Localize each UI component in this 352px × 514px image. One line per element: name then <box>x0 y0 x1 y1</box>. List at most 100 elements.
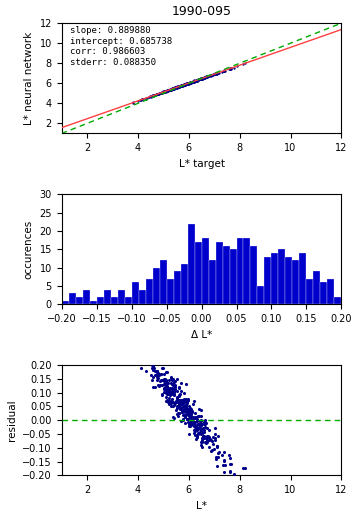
Point <box>201 74 207 82</box>
Point <box>149 376 155 384</box>
Point <box>185 408 190 416</box>
Point <box>199 421 204 429</box>
Point <box>171 84 176 92</box>
Point <box>181 395 187 403</box>
Point <box>170 84 175 93</box>
Point <box>170 85 176 93</box>
Point <box>198 74 203 82</box>
Point <box>180 81 185 89</box>
Point <box>195 76 201 84</box>
Point <box>188 415 194 423</box>
Point <box>204 424 210 432</box>
Point <box>199 427 204 435</box>
Point <box>209 71 215 79</box>
Point <box>210 70 216 79</box>
Point <box>191 421 196 430</box>
Point <box>165 390 171 398</box>
Point <box>183 80 189 88</box>
Point <box>182 80 188 88</box>
Point <box>186 79 192 87</box>
Point <box>164 396 170 405</box>
Point <box>175 410 180 418</box>
Point <box>182 406 188 414</box>
Point <box>168 85 174 93</box>
Point <box>166 86 171 94</box>
Bar <box>208 260 215 304</box>
Point <box>199 75 205 83</box>
Point <box>163 397 169 406</box>
Point <box>214 69 220 77</box>
Point <box>205 432 210 440</box>
Point <box>199 420 205 428</box>
Point <box>161 87 166 96</box>
Point <box>169 85 174 94</box>
Point <box>194 431 200 439</box>
Point <box>201 432 206 440</box>
Point <box>196 420 201 428</box>
Point <box>155 90 161 98</box>
Point <box>171 387 176 395</box>
Point <box>175 83 180 91</box>
Point <box>171 391 177 399</box>
Point <box>164 390 170 398</box>
Point <box>174 402 180 410</box>
Bar <box>258 286 264 304</box>
Point <box>183 80 189 88</box>
Point <box>190 77 196 85</box>
Point <box>159 391 165 399</box>
Bar <box>174 271 181 304</box>
Point <box>187 79 192 87</box>
Point <box>221 468 227 476</box>
Point <box>172 383 178 391</box>
Point <box>182 413 188 421</box>
Point <box>163 86 169 95</box>
Bar <box>314 271 320 304</box>
Point <box>206 426 212 434</box>
Point <box>138 96 144 104</box>
Point <box>186 79 192 87</box>
Point <box>157 89 163 98</box>
Point <box>165 87 171 95</box>
Point <box>214 443 220 451</box>
Point <box>202 420 207 428</box>
Point <box>170 84 176 93</box>
Point <box>155 373 160 381</box>
Point <box>186 409 191 417</box>
Bar <box>125 297 132 304</box>
Point <box>174 83 180 91</box>
Point <box>196 412 201 420</box>
Point <box>192 427 197 435</box>
Point <box>174 83 180 91</box>
Point <box>162 88 167 96</box>
Point <box>161 87 167 96</box>
Point <box>168 85 174 93</box>
Point <box>168 399 174 407</box>
Point <box>187 79 193 87</box>
Point <box>176 82 182 90</box>
Point <box>176 83 182 91</box>
Point <box>219 451 225 459</box>
Point <box>172 386 178 394</box>
Point <box>169 85 174 93</box>
Point <box>179 82 185 90</box>
Point <box>150 354 156 362</box>
Point <box>170 398 176 406</box>
Point <box>192 77 197 85</box>
Point <box>187 419 193 428</box>
Point <box>198 75 203 83</box>
Point <box>181 81 186 89</box>
Point <box>160 88 165 97</box>
Point <box>174 83 180 91</box>
Point <box>146 357 152 365</box>
Point <box>195 77 200 85</box>
Point <box>143 95 149 103</box>
Point <box>157 380 163 389</box>
Point <box>169 85 174 93</box>
Point <box>187 80 192 88</box>
Point <box>165 86 170 95</box>
Point <box>176 83 181 91</box>
Point <box>215 69 221 77</box>
Point <box>202 73 208 81</box>
Point <box>203 73 209 81</box>
Point <box>187 78 193 86</box>
